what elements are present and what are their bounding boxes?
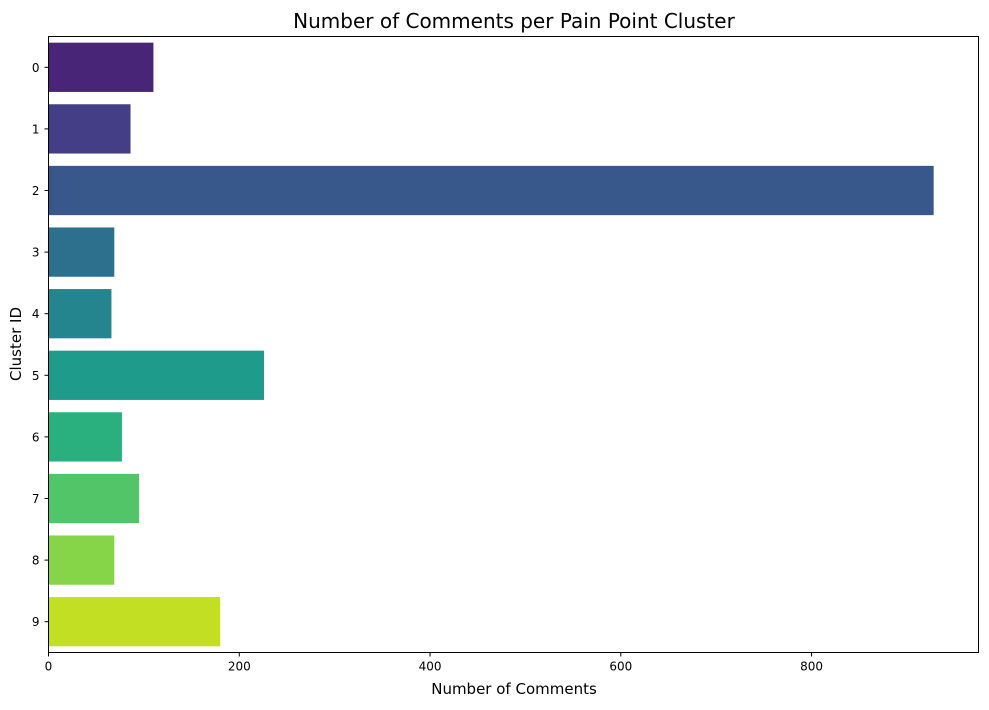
bar-cluster-8 [48, 535, 115, 585]
y-tick-label-6: 6 [32, 430, 40, 444]
x-axis-ticks: 0 200 400 600 800 [45, 652, 823, 674]
y-axis-ticks: 0 1 2 3 4 5 6 7 8 9 [32, 61, 49, 629]
x-tick-label-800: 800 [800, 660, 823, 674]
y-tick-label-7: 7 [32, 492, 40, 506]
y-tick-label-0: 0 [32, 61, 40, 75]
bar-cluster-1 [48, 104, 131, 154]
bar-cluster-2 [48, 165, 934, 216]
x-axis-label: Number of Comments [431, 680, 597, 698]
y-tick-label-9: 9 [32, 615, 40, 629]
x-tick-label-400: 400 [419, 660, 442, 674]
bars-group [48, 42, 934, 647]
bar-cluster-4 [48, 289, 112, 339]
chart-title: Number of Comments per Pain Point Cluste… [293, 9, 735, 33]
y-tick-label-3: 3 [32, 246, 40, 260]
plot-area-frame [48, 36, 979, 653]
bar-cluster-6 [48, 412, 122, 462]
y-axis-label: Cluster ID [7, 307, 25, 381]
bar-cluster-3 [48, 227, 115, 277]
y-tick-label-5: 5 [32, 369, 40, 383]
y-tick-label-4: 4 [32, 307, 40, 321]
bar-cluster-5 [48, 350, 265, 400]
x-tick-label-0: 0 [45, 660, 53, 674]
y-tick-label-2: 2 [32, 184, 40, 198]
x-tick-label-200: 200 [228, 660, 251, 674]
y-tick-label-8: 8 [32, 554, 40, 568]
bar-cluster-9 [48, 597, 221, 647]
y-tick-label-1: 1 [32, 122, 40, 136]
bar-cluster-7 [48, 473, 140, 524]
bar-cluster-0 [48, 42, 154, 92]
x-tick-label-600: 600 [609, 660, 632, 674]
